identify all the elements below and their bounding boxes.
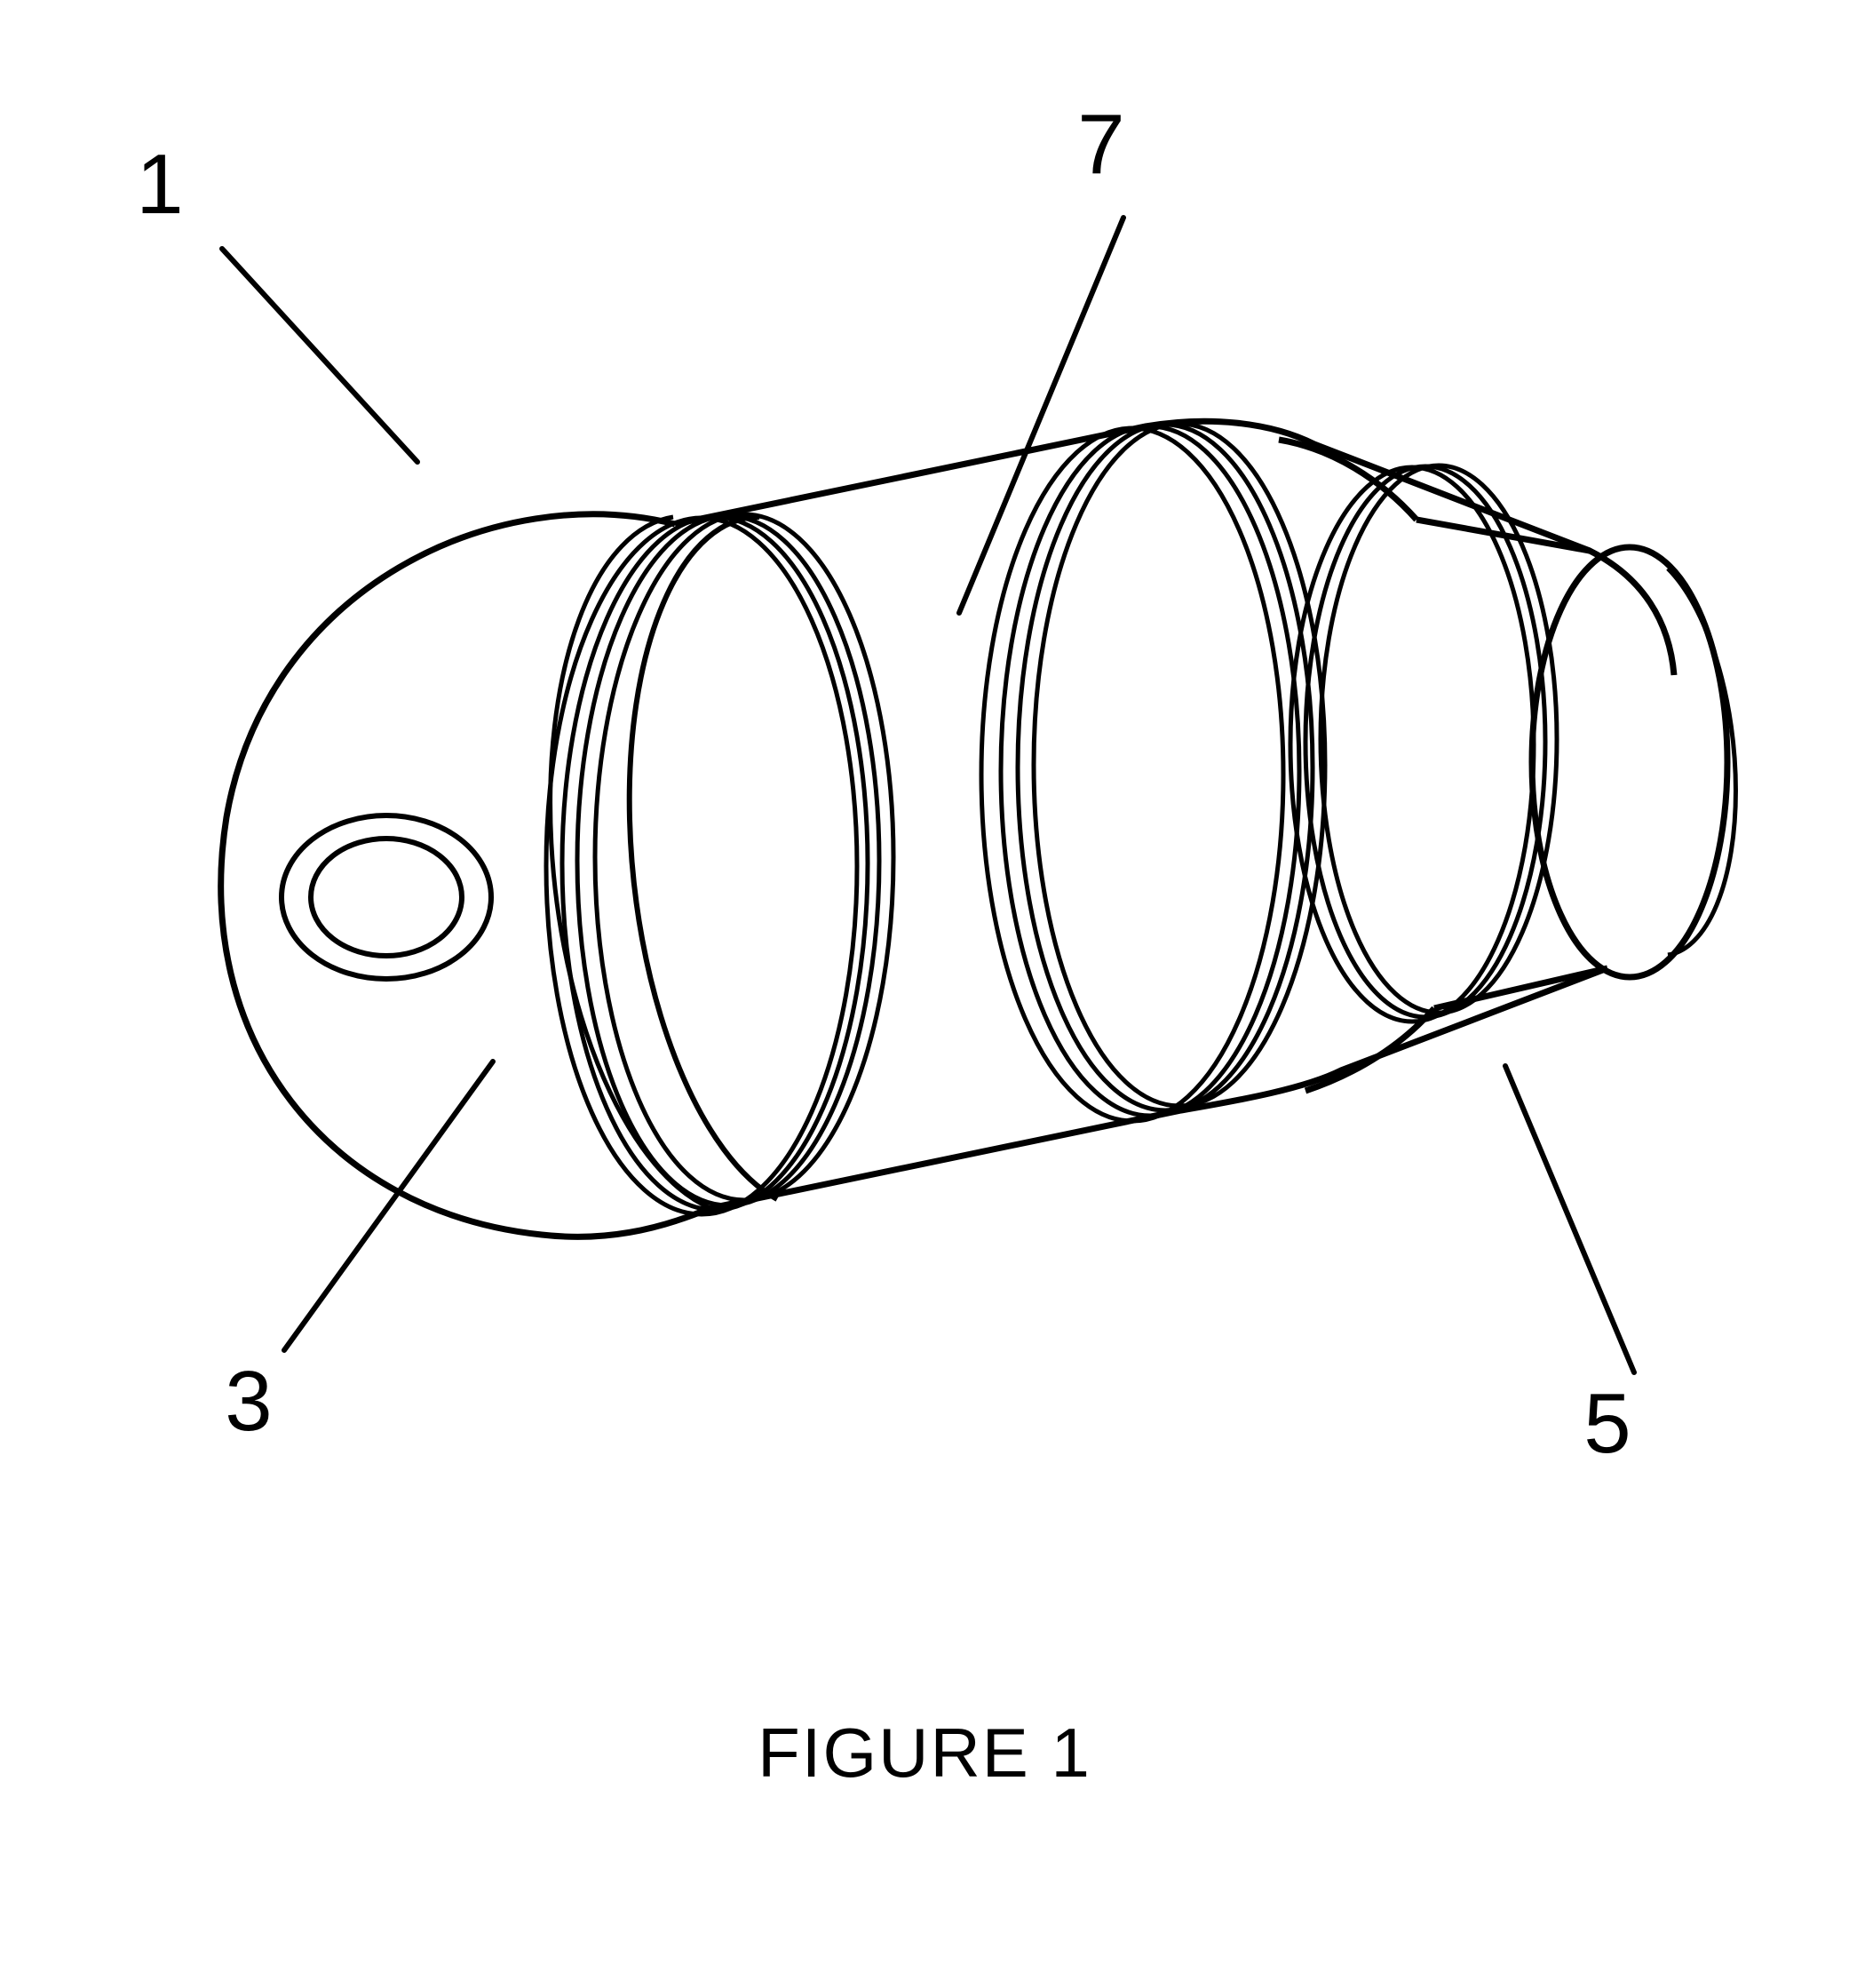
leader-1 [222, 249, 417, 462]
label-1: 1 [136, 137, 183, 232]
dome-aperture-inner [311, 839, 462, 956]
middle-band-rings [981, 424, 1325, 1121]
figure-drawing: 1 7 3 5 FIGURE 1 [0, 0, 1849, 1988]
leader-3 [284, 1062, 493, 1350]
rear-band-rings [1290, 465, 1557, 1022]
label-5: 5 [1583, 1376, 1631, 1471]
leader-5 [1505, 1066, 1634, 1372]
cylinder-front-edge [630, 517, 777, 1199]
leader-7 [959, 218, 1123, 613]
reference-numerals: 1 7 3 5 [136, 97, 1631, 1471]
capsule-body [221, 421, 1736, 1237]
rear-cyl-top [1417, 520, 1590, 551]
label-7: 7 [1077, 97, 1124, 192]
figure-caption: FIGURE 1 [758, 1714, 1091, 1792]
label-3: 3 [225, 1354, 272, 1449]
leader-lines [222, 218, 1634, 1372]
front-band-rings [546, 514, 893, 1214]
